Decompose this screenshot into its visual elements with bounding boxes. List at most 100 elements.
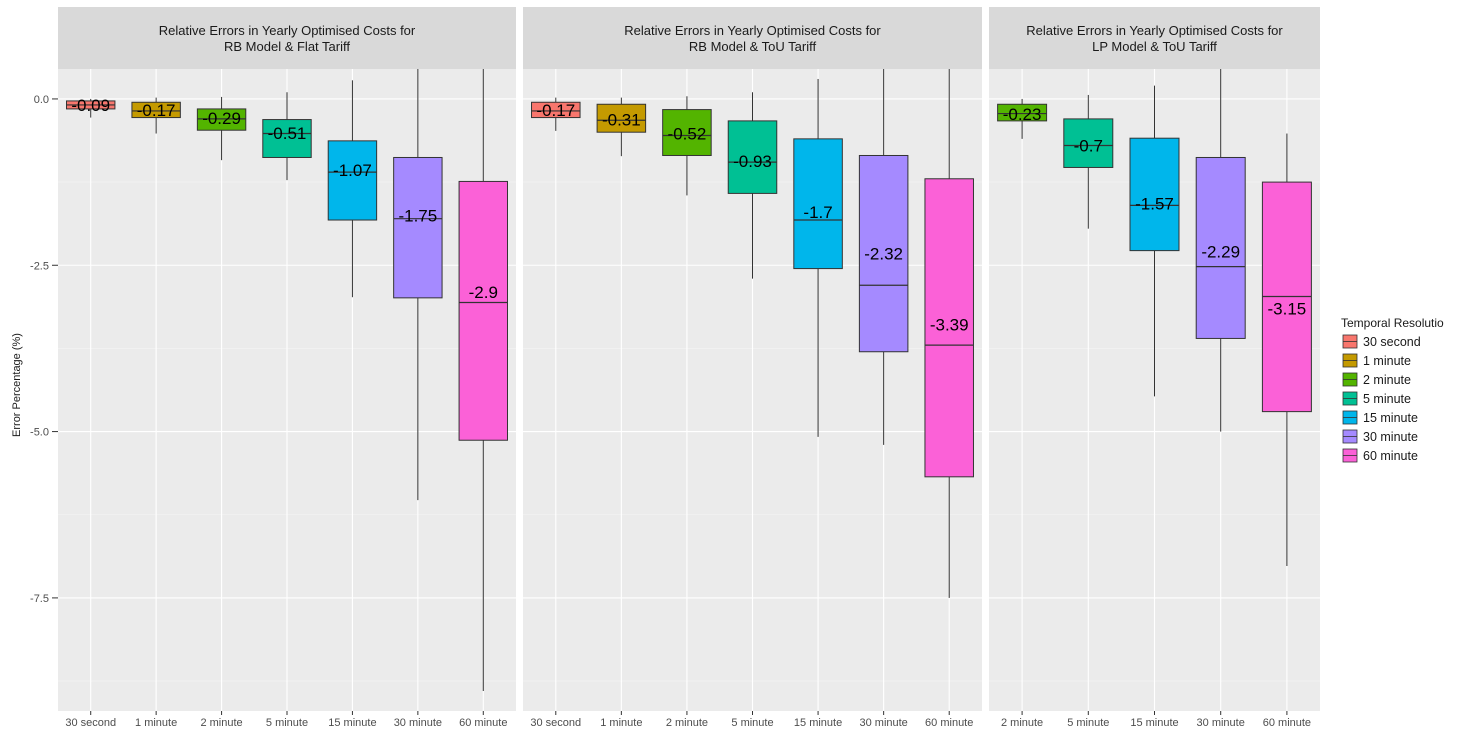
- y-tick-label: 0.0: [34, 94, 49, 106]
- data-label: -3.39: [930, 315, 969, 334]
- x-tick-label: 30 minute: [394, 717, 442, 729]
- box-60-minute: -3.39 60 minute: [924, 69, 974, 729]
- x-tick-label: 5 minute: [731, 717, 773, 729]
- legend: Temporal Resolutio 30 second 1 minute 2 mi…: [1341, 316, 1444, 463]
- data-label: -0.17: [137, 101, 176, 120]
- y-axis-title-group: Error Percentage (%): [11, 333, 23, 437]
- data-label: -0.52: [668, 125, 707, 144]
- panel-title-line2: LP Model & ToU Tariff: [1092, 39, 1217, 54]
- data-label: -2.32: [864, 244, 903, 263]
- data-label: -1.7: [803, 203, 832, 222]
- data-label: -0.93: [733, 152, 772, 171]
- panel-title-line2: RB Model & ToU Tariff: [689, 39, 817, 54]
- data-label: -0.23: [1003, 105, 1042, 124]
- panel-title-line2: RB Model & Flat Tariff: [224, 39, 350, 54]
- data-label: -2.29: [1201, 242, 1240, 261]
- x-tick-label: 5 minute: [266, 717, 308, 729]
- box-5-minute: -0.93 5 minute: [727, 92, 778, 729]
- data-label: -0.09: [71, 96, 110, 115]
- box-60-minute: -2.9 60 minute: [458, 69, 508, 729]
- box-body: [858, 154, 909, 353]
- x-tick-label: 2 minute: [666, 717, 708, 729]
- x-tick-label: 15 minute: [328, 717, 376, 729]
- panel-strip: [989, 7, 1320, 69]
- box-body: [1129, 137, 1180, 252]
- box-2-minute: -0.52 2 minute: [662, 96, 712, 729]
- chart-panels: Relative Errors in Yearly Optimised Cost…: [58, 7, 1320, 729]
- box-body: [531, 101, 581, 119]
- box-body: [393, 156, 443, 299]
- box-body: [662, 109, 712, 156]
- legend-item: 5 minute: [1342, 391, 1411, 406]
- x-tick-label: 2 minute: [200, 717, 242, 729]
- panel-strip: [523, 7, 982, 69]
- box-30-minute: -2.32 30 minute: [858, 69, 909, 729]
- data-label: -0.17: [536, 101, 575, 120]
- box-2-minute: -0.29 2 minute: [196, 96, 247, 729]
- box-60-minute: -3.15 60 minute: [1261, 133, 1312, 729]
- panel-3: Relative Errors in Yearly Optimised Cost…: [989, 7, 1320, 729]
- legend-title: Temporal Resolutio: [1341, 316, 1444, 330]
- data-label: -1.07: [333, 161, 372, 180]
- legend-label: 30 minute: [1363, 430, 1418, 444]
- box-body: [1195, 156, 1246, 339]
- panel-title-line1: Relative Errors in Yearly Optimised Cost…: [624, 23, 881, 38]
- legend-item: 30 second: [1342, 334, 1421, 349]
- legend-item: 15 minute: [1342, 410, 1418, 425]
- box-body: [196, 108, 247, 131]
- box-body: [1063, 118, 1114, 168]
- legend-label: 30 second: [1363, 335, 1421, 349]
- y-axis-title: Error Percentage (%): [11, 333, 23, 437]
- y-tick-label: -7.5: [30, 593, 49, 605]
- data-label: -0.31: [602, 111, 641, 130]
- box-5-minute: -0.7 5 minute: [1063, 94, 1114, 729]
- y-axis-ticks: 0.0 -2.5 -5.0 -7.5: [30, 94, 58, 605]
- data-label: -0.51: [268, 124, 307, 143]
- box-body: [924, 178, 974, 478]
- legend-label: 2 minute: [1363, 373, 1411, 387]
- x-tick-label: 30 minute: [859, 717, 907, 729]
- legend-items: 30 second 1 minute 2 minute 5 minute 15 minu…: [1342, 334, 1421, 463]
- panel-1: Relative Errors in Yearly Optimised Cost…: [58, 7, 516, 729]
- box-30-second: -0.09 30 second: [65, 96, 116, 729]
- legend-item: 60 minute: [1342, 448, 1418, 463]
- data-label: -1.57: [1135, 194, 1174, 213]
- panel-title-line1: Relative Errors in Yearly Optimised Cost…: [1026, 23, 1283, 38]
- x-tick-label: 15 minute: [794, 717, 842, 729]
- x-tick-label: 30 second: [530, 717, 581, 729]
- box-15-minute: -1.57 15 minute: [1129, 85, 1180, 729]
- box-1-minute: -0.17 1 minute: [131, 97, 181, 729]
- x-tick-label: 2 minute: [1001, 717, 1043, 729]
- x-tick-label: 1 minute: [135, 717, 177, 729]
- x-tick-label: 60 minute: [925, 717, 973, 729]
- box-30-minute: -2.29 30 minute: [1195, 69, 1246, 729]
- box-30-second: -0.17 30 second: [530, 97, 581, 729]
- box-body: [793, 138, 843, 270]
- box-2-minute: -0.23 2 minute: [997, 98, 1048, 729]
- x-tick-label: 15 minute: [1130, 717, 1178, 729]
- box-body: [596, 103, 647, 133]
- box-15-minute: -1.7 15 minute: [793, 78, 843, 729]
- data-label: -1.75: [398, 206, 437, 225]
- legend-label: 60 minute: [1363, 449, 1418, 463]
- data-label: -0.7: [1074, 137, 1103, 156]
- legend-item: 2 minute: [1342, 372, 1411, 387]
- legend-label: 5 minute: [1363, 392, 1411, 406]
- box-15-minute: -1.07 15 minute: [327, 80, 378, 729]
- panel-2: Relative Errors in Yearly Optimised Cost…: [523, 7, 982, 729]
- panel-strip: [58, 7, 516, 69]
- x-tick-label: 1 minute: [600, 717, 642, 729]
- data-label: -3.15: [1268, 300, 1307, 319]
- data-label: -2.9: [469, 283, 498, 302]
- x-tick-label: 5 minute: [1067, 717, 1109, 729]
- legend-label: 15 minute: [1363, 411, 1418, 425]
- box-body: [262, 119, 312, 158]
- legend-item: 1 minute: [1342, 353, 1411, 368]
- data-label: -0.29: [202, 109, 241, 128]
- box-body: [131, 101, 181, 119]
- box-5-minute: -0.51 5 minute: [262, 92, 312, 729]
- x-tick-label: 60 minute: [459, 717, 507, 729]
- x-tick-label: 60 minute: [1263, 717, 1311, 729]
- box-body: [727, 120, 778, 194]
